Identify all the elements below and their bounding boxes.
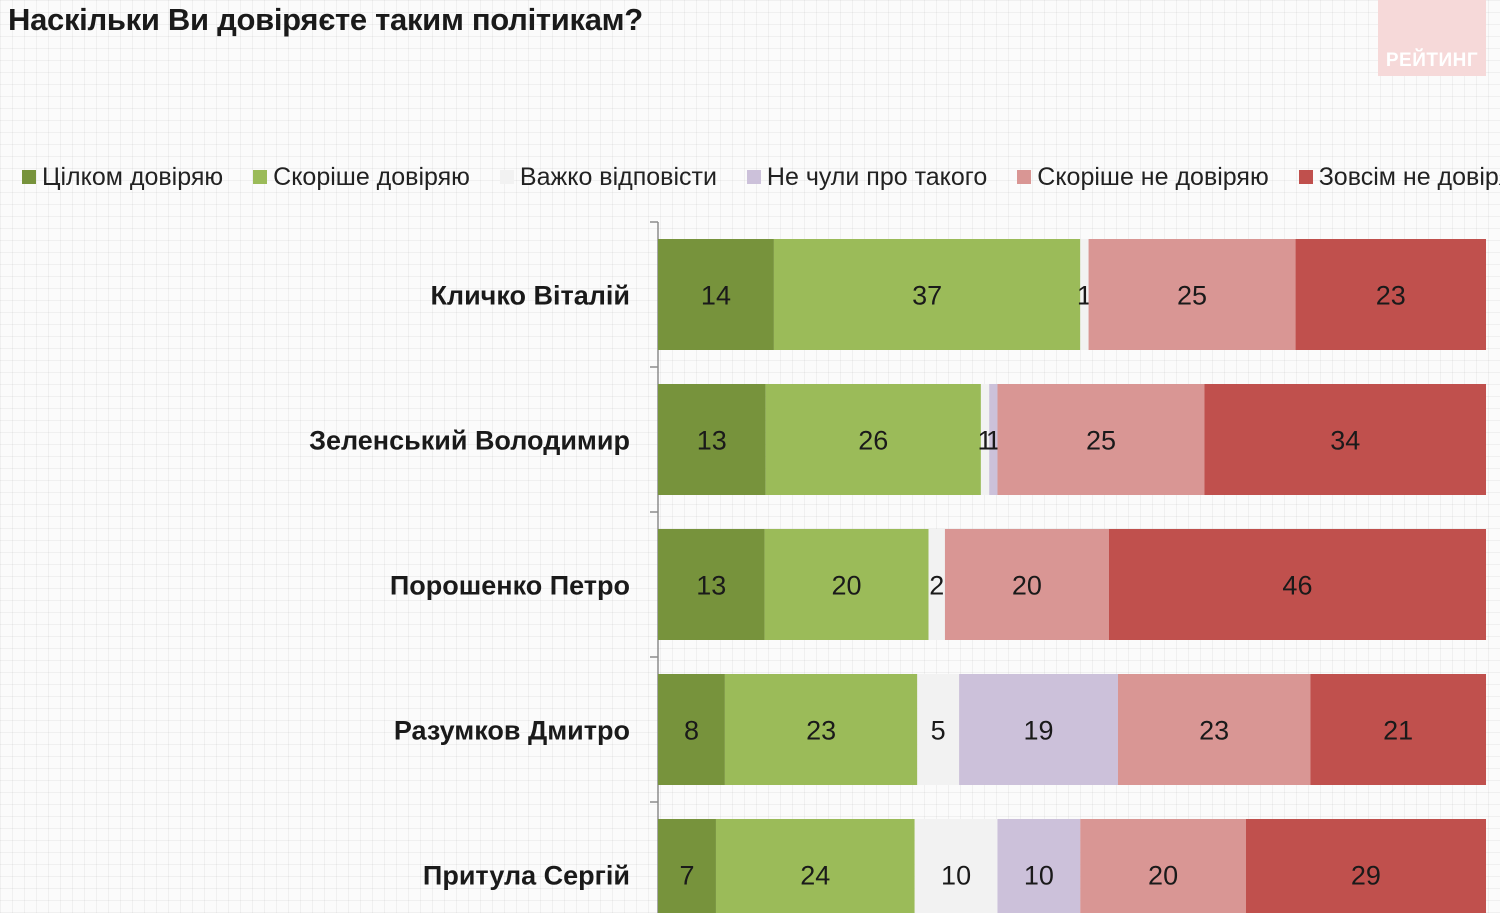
data-label: 26	[858, 426, 888, 456]
bar-segment	[959, 674, 1118, 785]
legend-item-5: Зовсім не довіряю	[1298, 162, 1500, 192]
data-label: 10	[941, 861, 971, 891]
legend-label: Не чули про такого	[766, 162, 988, 191]
bar-segment	[1204, 384, 1486, 495]
legend-item-4: Скоріше не довіряю	[1017, 162, 1269, 192]
legend-swatch	[499, 170, 514, 184]
legend-item-2: Важко відповісти	[499, 162, 717, 192]
bar-segment	[1295, 239, 1486, 350]
data-label: 2	[929, 571, 944, 601]
data-label: 14	[701, 281, 731, 311]
bar-segment	[1245, 819, 1486, 913]
data-label: 5	[931, 716, 946, 746]
category-label: Порошенко Петро	[390, 571, 630, 601]
bar-segment	[1108, 529, 1486, 640]
bar-segment	[724, 674, 918, 785]
legend-label: Важко відповісти	[519, 162, 717, 191]
category-label: Притула Сергій	[423, 861, 630, 891]
bar-segment	[944, 529, 1109, 640]
data-label: 20	[832, 571, 862, 601]
data-label: 1	[1077, 281, 1092, 311]
bar-segment	[658, 819, 716, 913]
data-label: 23	[806, 716, 836, 746]
logo-text: РЕЙТИНГ	[1385, 50, 1479, 71]
bar-segment	[1088, 239, 1296, 350]
bar-segment	[914, 819, 998, 913]
data-label: 23	[1376, 281, 1406, 311]
data-label: 20	[1148, 861, 1178, 891]
bar-segment	[1118, 674, 1311, 785]
data-label: 7	[679, 861, 694, 891]
bar-segment	[764, 529, 929, 640]
chart-title: Наскільки Ви довіряєте таким політикам?	[8, 2, 643, 37]
legend-label: Цілком довіряю	[42, 162, 224, 191]
bar-segment	[658, 674, 725, 785]
data-label: 23	[1199, 716, 1229, 746]
legend-swatch	[22, 170, 36, 184]
bar-segment	[658, 239, 774, 350]
data-label: 21	[1383, 716, 1413, 746]
data-label: 1	[978, 426, 993, 456]
legend-label: Зовсім не довіряю	[1318, 162, 1500, 191]
data-label: 34	[1330, 426, 1360, 456]
bar-segment	[1310, 674, 1486, 785]
data-label: 8	[684, 716, 699, 746]
legend-label: Скоріше не довіряю	[1037, 162, 1269, 191]
data-label: 24	[800, 861, 830, 891]
legend-swatch	[253, 170, 268, 184]
legend-item-0: Цілком довіряю	[22, 163, 223, 192]
legend-swatch	[1017, 170, 1032, 184]
data-label: 1	[986, 426, 1001, 456]
bar-segment	[997, 384, 1205, 495]
data-label: 37	[912, 281, 942, 311]
bar-segment	[1080, 239, 1089, 350]
category-label: Кличко Віталій	[430, 281, 630, 311]
category-label: Зеленський Володимир	[309, 426, 630, 456]
legend-swatch	[1298, 170, 1313, 184]
data-label: 25	[1086, 426, 1116, 456]
bar-segment	[658, 529, 765, 640]
chart-legend: Цілком довіряю Скоріше довіряю Важко відпо…	[22, 162, 1500, 192]
data-label: 29	[1351, 861, 1381, 891]
bar-segment	[1080, 819, 1246, 913]
legend-swatch	[746, 170, 761, 184]
bar-segment	[773, 239, 1081, 350]
data-label: 25	[1177, 281, 1207, 311]
data-label: 13	[696, 571, 726, 601]
category-label: Разумков Дмитро	[394, 716, 630, 746]
legend-item-3: Не чули про такого	[746, 162, 988, 192]
bar-segment	[997, 819, 1081, 913]
bar-segment	[658, 384, 766, 495]
data-label: 19	[1024, 716, 1054, 746]
bar-segment	[765, 384, 981, 495]
legend-item-1: Скоріше довіряю	[253, 163, 470, 192]
data-label: 46	[1282, 571, 1312, 601]
legend-label: Скоріше довіряю	[273, 162, 470, 191]
bar-segment	[715, 819, 915, 913]
data-label: 13	[697, 426, 727, 456]
bar-segment	[928, 529, 945, 640]
bar-segment	[917, 674, 960, 785]
bar-segment	[989, 384, 998, 495]
bar-segment	[980, 384, 990, 495]
rating-logo: РЕЙТИНГ	[1378, 0, 1486, 76]
data-label: 20	[1012, 571, 1042, 601]
data-label: 10	[1024, 861, 1054, 891]
